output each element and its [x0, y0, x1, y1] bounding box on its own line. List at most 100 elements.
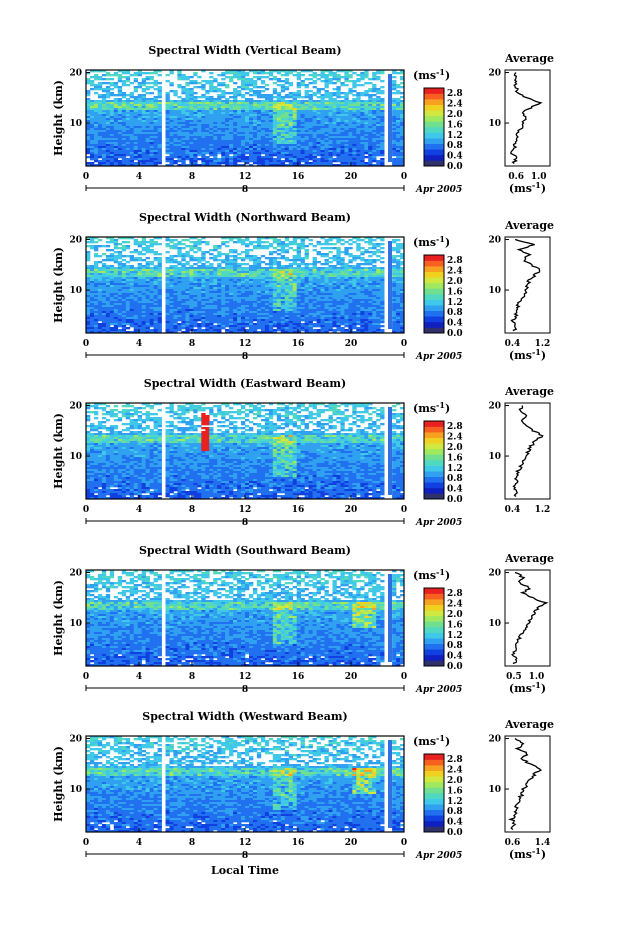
heatmap-cell — [352, 289, 356, 291]
heatmap-cell — [368, 138, 372, 140]
heatmap-cell — [134, 104, 138, 106]
heatmap-cell — [122, 291, 126, 293]
heatmap-cell — [94, 146, 98, 148]
heatmap-cell — [106, 267, 110, 269]
heatmap-cell — [225, 130, 229, 132]
heatmap-cell — [130, 134, 134, 136]
heatmap-cell — [241, 88, 245, 90]
heatmap-cell — [265, 271, 269, 273]
heatmap-cell — [126, 267, 130, 269]
heatmap-cell — [273, 271, 277, 273]
heatmap-cell — [344, 251, 348, 253]
heatmap-cell — [201, 128, 205, 130]
heatmap-cell — [277, 285, 281, 287]
heatmap-cell — [348, 130, 352, 132]
heatmap-cell — [293, 295, 297, 297]
heatmap-cell — [185, 291, 189, 293]
heatmap-cell — [130, 293, 134, 295]
heatmap-cells — [86, 70, 404, 166]
heatmap-cell — [317, 138, 321, 140]
heatmap-cell — [317, 243, 321, 245]
heatmap-cell — [277, 279, 281, 281]
heatmap-cell — [150, 76, 154, 78]
heatmap-cell — [185, 138, 189, 140]
heatmap-cell — [102, 293, 106, 295]
heatmap-cell — [221, 275, 225, 277]
heatmap-cell — [348, 114, 352, 116]
heatmap-cell — [352, 94, 356, 96]
heatmap-cell — [273, 273, 277, 275]
heatmap-cell — [185, 154, 189, 156]
heatmap-cell — [98, 261, 102, 263]
heatmap-cell — [273, 138, 277, 140]
heatmap-cell — [170, 134, 174, 136]
heatmap-cell — [142, 116, 146, 118]
heatmap-cell — [293, 112, 297, 114]
heatmap-cell — [372, 142, 376, 144]
heatmap-cell — [225, 122, 229, 124]
heatmap-cell — [269, 275, 273, 277]
heatmap-cell — [245, 124, 249, 126]
heatmap-cell — [90, 269, 94, 271]
heatmap-cell — [281, 156, 285, 158]
heatmap-cell — [348, 293, 352, 295]
heatmap-cell — [372, 253, 376, 255]
heatmap-cell — [329, 96, 333, 98]
heatmap-cell — [126, 146, 130, 148]
heatmap-cell — [237, 140, 241, 142]
heatmap-cell — [301, 259, 305, 261]
heatmap-cell — [233, 251, 237, 253]
heatmap-cell — [281, 118, 285, 120]
heatmap-cell — [229, 287, 233, 289]
heatmap-cell — [356, 144, 360, 146]
heatmap-cell — [229, 114, 233, 116]
heatmap-cell — [154, 108, 158, 110]
heatmap-cell — [150, 279, 154, 281]
heatmap-cell — [209, 277, 213, 279]
heatmap-cell — [257, 102, 261, 104]
heatmap-cell — [245, 263, 249, 265]
heatmap-cell — [364, 102, 368, 104]
heatmap-cell — [102, 150, 106, 152]
x-tick-label: 0 — [83, 172, 89, 182]
heatmap-cell — [146, 279, 150, 281]
heatmap-cell — [285, 148, 289, 150]
heatmap-cell — [138, 245, 142, 247]
heatmap-cell — [94, 265, 98, 267]
heatmap-cell — [193, 134, 197, 136]
heatmap-cell — [118, 269, 122, 271]
heatmap-cell — [102, 110, 106, 112]
heatmap-cell — [293, 138, 297, 140]
heatmap-cell — [154, 102, 158, 104]
heatmap-cell — [376, 98, 380, 100]
heatmap-cell — [170, 277, 174, 279]
heatmap-cell — [86, 291, 90, 293]
heatmap-cell — [86, 138, 90, 140]
heatmap-cell — [94, 283, 98, 285]
heatmap-cell — [289, 84, 293, 86]
heatmap-cell — [261, 134, 265, 136]
heatmap-cell — [372, 134, 376, 136]
heatmap-cell — [313, 104, 317, 106]
heatmap-cell — [181, 267, 185, 269]
heatmap-cell — [173, 122, 177, 124]
heatmap-cell — [146, 78, 150, 80]
heatmap-cell — [269, 251, 273, 253]
heatmap-cell — [138, 108, 142, 110]
heatmap-cell — [205, 295, 209, 297]
heatmap-cell — [110, 148, 114, 150]
heatmap-cell — [348, 80, 352, 82]
heatmap-cell — [317, 273, 321, 275]
heatmap-cell — [102, 78, 106, 80]
heatmap-cell — [360, 158, 364, 160]
heatmap-cell — [325, 241, 329, 243]
heatmap-cell — [221, 122, 225, 124]
heatmap-cell — [257, 162, 261, 164]
heatmap-cell — [257, 160, 261, 162]
heatmap-cell — [273, 134, 277, 136]
heatmap-cell — [237, 118, 241, 120]
heatmap-cell — [273, 285, 277, 287]
heatmap-cell — [170, 84, 174, 86]
heatmap-cell — [130, 277, 134, 279]
heatmap-cell — [142, 132, 146, 134]
